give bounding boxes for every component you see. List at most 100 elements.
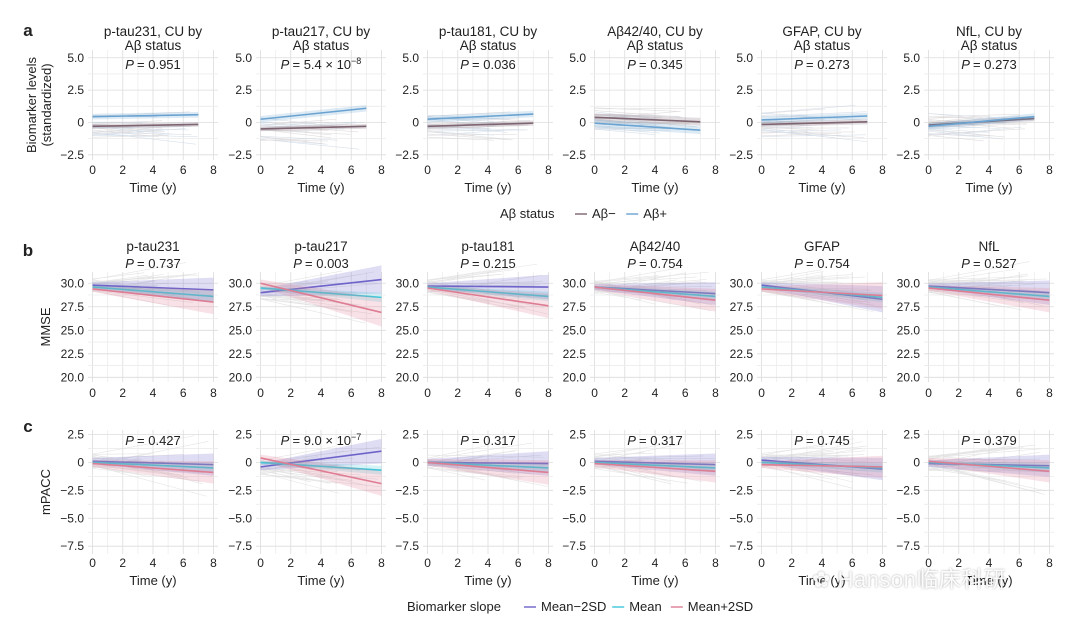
legend-abeta-status: Aβ status Aβ− Aβ+ xyxy=(500,206,667,221)
y-tick-label: 2.5 xyxy=(736,427,753,441)
individual-trajectory xyxy=(761,111,867,117)
series-line-mean2sd xyxy=(260,278,382,294)
individual-trajectory xyxy=(594,126,670,130)
y-tick-label: −2.5 xyxy=(395,483,419,497)
series-line-mean xyxy=(427,286,549,298)
individual-trajectory xyxy=(928,465,1030,472)
y-tick-label: −5.0 xyxy=(60,511,84,525)
y-tick-label: 5.0 xyxy=(67,51,84,65)
individual-trajectory xyxy=(594,114,666,117)
individual-trajectory xyxy=(594,107,681,112)
p-value: P = 0.754 xyxy=(794,256,850,271)
individual-trajectory xyxy=(92,283,158,287)
x-tick-label: 4 xyxy=(485,386,492,400)
individual-trajectory xyxy=(594,111,660,120)
x-tick-label: 4 xyxy=(318,163,325,177)
individual-trajectory xyxy=(260,473,381,488)
series-line-mean+2sd xyxy=(260,457,382,485)
y-tick-label: 27.5 xyxy=(897,300,921,314)
y-axis-label: mPACC xyxy=(38,469,53,515)
y-tick-label: 22.5 xyxy=(563,347,587,361)
x-axis-label: Time (y) xyxy=(129,180,176,195)
p-value: P = 0.745 xyxy=(794,433,850,448)
y-tick-label: 0 xyxy=(412,455,419,469)
x-tick-label: 0 xyxy=(758,163,765,177)
individual-trajectory xyxy=(92,453,150,455)
individual-trajectory xyxy=(260,468,379,480)
individual-trajectory xyxy=(761,113,808,117)
individual-trajectory xyxy=(260,446,335,461)
series-line-mean xyxy=(928,286,1050,298)
individual-trajectory xyxy=(928,123,1027,128)
legend-abeta-status-item: Aβ− xyxy=(592,206,616,221)
x-tick-label: 0 xyxy=(925,556,932,570)
individual-trajectory xyxy=(427,136,495,141)
p-value: P = 0.036 xyxy=(460,57,516,72)
y-tick-label: 27.5 xyxy=(396,300,420,314)
x-tick-label: 4 xyxy=(485,556,492,570)
p-value: P = 0.427 xyxy=(125,433,181,448)
x-tick-label: 4 xyxy=(485,163,492,177)
x-tick-label: 0 xyxy=(257,163,264,177)
series-line-mean+2sd xyxy=(928,287,1050,302)
x-tick-label: 6 xyxy=(849,386,856,400)
x-tick-label: 6 xyxy=(1016,556,1023,570)
individual-trajectory xyxy=(427,124,529,130)
spaghetti xyxy=(594,107,697,135)
x-tick-label: 2 xyxy=(955,386,962,400)
y-tick-label: 0 xyxy=(746,115,753,129)
x-tick-label: 0 xyxy=(89,163,96,177)
y-axis-label-line: Biomarker levels xyxy=(24,56,39,153)
individual-trajectory xyxy=(427,131,509,140)
row-letter: c xyxy=(23,417,32,436)
y-tick-label: 20.0 xyxy=(563,370,587,384)
y-tick-label: −7.5 xyxy=(228,539,252,553)
y-tick-label: 20.0 xyxy=(396,370,420,384)
x-axis-label: Time (y) xyxy=(798,573,845,588)
y-tick-label: 0 xyxy=(245,115,252,129)
series-line-a+ xyxy=(92,113,199,118)
y-tick-label: −2.5 xyxy=(896,148,920,162)
panel-title: NfL, CU by xyxy=(956,24,1022,39)
x-tick-label: 0 xyxy=(591,386,598,400)
y-tick-label: 22.5 xyxy=(730,347,754,361)
x-tick-label: 4 xyxy=(986,163,993,177)
x-tick-label: 2 xyxy=(788,556,795,570)
series-line-a xyxy=(260,125,367,130)
y-tick-label: 25.0 xyxy=(229,323,253,337)
x-tick-label: 4 xyxy=(150,386,157,400)
x-tick-label: 6 xyxy=(849,556,856,570)
x-tick-label: 8 xyxy=(712,556,719,570)
y-tick-label: −2.5 xyxy=(228,483,252,497)
panel-title: Aβ42/40, CU by xyxy=(607,24,703,39)
y-axis-label-line: MMSE xyxy=(38,307,53,346)
y-tick-label: 5.0 xyxy=(903,51,920,65)
individual-trajectory xyxy=(761,455,811,463)
individual-trajectory xyxy=(260,123,316,126)
x-tick-label: 4 xyxy=(150,556,157,570)
y-tick-label: 20.0 xyxy=(229,370,253,384)
individual-trajectory xyxy=(427,442,533,460)
series-line-mean+2sd xyxy=(427,287,549,307)
individual-trajectory xyxy=(761,126,822,131)
x-tick-label: 6 xyxy=(1016,386,1023,400)
panel-title: NfL xyxy=(978,239,1000,254)
individual-trajectory xyxy=(594,465,672,485)
x-tick-label: 6 xyxy=(682,386,689,400)
individual-trajectory xyxy=(260,117,338,127)
individual-trajectory xyxy=(928,289,1023,303)
x-tick-label: 6 xyxy=(1016,163,1023,177)
individual-trajectory xyxy=(427,463,516,474)
panel-c-2: 0 2 4 6 8 −7.5 −5.0 −2.5 0 2.5 P = 9.0 × 10−7 Time … xyxy=(228,427,386,588)
x-tick-label: 8 xyxy=(879,163,886,177)
x-axis-label: Time (y) xyxy=(631,180,678,195)
individual-trajectory xyxy=(928,280,1025,304)
individual-trajectory xyxy=(92,290,194,303)
y-tick-label: 25.0 xyxy=(61,323,85,337)
individual-trajectory xyxy=(427,462,513,471)
individual-trajectory xyxy=(92,459,150,462)
series-line-mean xyxy=(92,286,214,298)
individual-trajectory xyxy=(92,464,170,475)
